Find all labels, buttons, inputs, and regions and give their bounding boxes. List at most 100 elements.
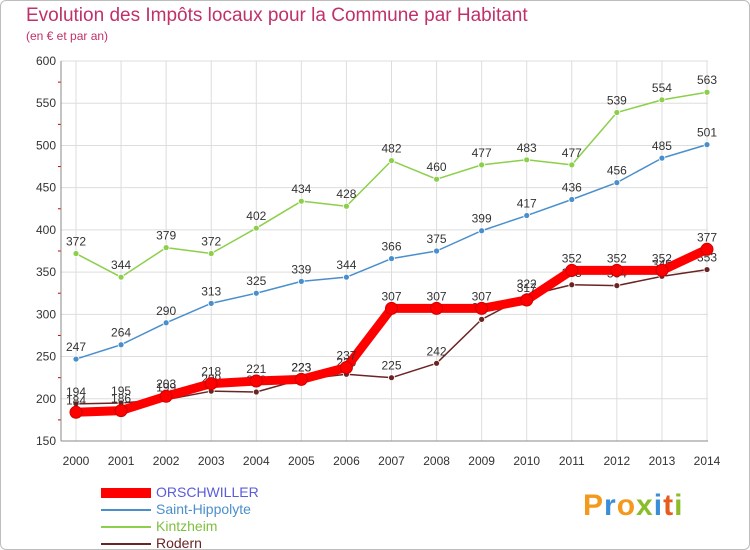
legend-swatch [101, 488, 151, 498]
data-point-saint-hippolyte [568, 196, 576, 203]
data-point-kintzheim [117, 273, 125, 281]
y-tick-label: 500 [36, 138, 56, 152]
legend-label: Saint-Hippolyte [156, 501, 251, 517]
data-label-kintzheim: 460 [427, 160, 447, 174]
logo-letter: i [674, 489, 684, 522]
x-tick-label: 2006 [333, 454, 360, 468]
data-point-kintzheim [523, 156, 531, 164]
x-tick-label: 2013 [649, 454, 676, 468]
x-tick-label: 2000 [63, 454, 90, 468]
y-tick-label: 600 [36, 54, 56, 68]
data-point-rodern [568, 281, 576, 289]
legend-label: Rodern [156, 535, 202, 550]
data-point-orschwiller [249, 374, 263, 388]
data-point-rodern [433, 359, 440, 367]
legend-label: ORSCHWILLER [156, 484, 259, 500]
data-point-kintzheim [343, 202, 350, 210]
x-tick-label: 2010 [513, 454, 540, 468]
data-label-saint-hippolyte: 325 [246, 274, 266, 288]
data-point-kintzheim [207, 250, 215, 257]
data-point-rodern [252, 388, 260, 396]
data-label-saint-hippolyte: 375 [427, 232, 447, 246]
data-point-saint-hippolyte [117, 341, 125, 349]
data-point-rodern [703, 266, 711, 273]
data-point-orschwiller [565, 263, 579, 277]
data-label-orschwiller: 307 [472, 289, 492, 303]
logo-letter: t [663, 489, 675, 522]
data-point-orschwiller [700, 242, 714, 256]
logo-letter: x [636, 489, 654, 522]
data-label-orschwiller: 184 [66, 393, 86, 407]
data-point-saint-hippolyte [162, 319, 170, 327]
data-label-saint-hippolyte: 264 [111, 326, 131, 340]
data-point-saint-hippolyte [72, 355, 80, 363]
data-point-saint-hippolyte [478, 227, 486, 235]
data-label-kintzheim: 477 [562, 146, 582, 160]
data-label-orschwiller: 218 [201, 365, 221, 379]
data-point-rodern [388, 374, 395, 382]
data-point-rodern [478, 315, 486, 323]
data-label-saint-hippolyte: 290 [156, 304, 176, 318]
data-label-saint-hippolyte: 417 [517, 197, 537, 211]
data-label-kintzheim: 372 [201, 235, 221, 249]
legend-label: Kintzheim [156, 518, 218, 534]
data-label-kintzheim: 402 [246, 209, 266, 223]
legend-swatch [101, 526, 151, 528]
data-point-kintzheim [162, 244, 170, 252]
data-label-orschwiller: 307 [381, 289, 401, 303]
data-label-orschwiller: 203 [156, 377, 176, 391]
data-label-orschwiller: 223 [291, 360, 311, 374]
data-label-kintzheim: 428 [336, 187, 356, 201]
data-point-saint-hippolyte [207, 299, 215, 307]
data-label-saint-hippolyte: 313 [201, 284, 221, 298]
x-tick-label: 2003 [198, 454, 225, 468]
data-point-orschwiller [475, 301, 489, 315]
data-label-kintzheim: 483 [517, 141, 537, 155]
data-label-orschwiller: 352 [562, 251, 582, 265]
data-point-orschwiller [385, 301, 398, 315]
legend-item-rodern: Rodern [101, 535, 361, 550]
data-label-kintzheim: 477 [472, 146, 492, 160]
data-point-kintzheim [388, 157, 395, 165]
legend-item-saint-hippolyte: Saint-Hippolyte [101, 501, 361, 519]
y-tick-label: 150 [36, 434, 56, 448]
x-tick-label: 2009 [468, 454, 495, 468]
data-point-kintzheim [433, 175, 440, 183]
data-point-kintzheim [478, 161, 486, 169]
data-label-orschwiller: 221 [246, 362, 266, 376]
data-point-orschwiller [520, 293, 534, 307]
data-label-rodern: 225 [381, 359, 401, 373]
data-point-orschwiller [114, 404, 128, 418]
x-tick-label: 2007 [378, 454, 405, 468]
data-label-orschwiller: 352 [607, 251, 627, 265]
data-label-rodern: 223 [291, 360, 311, 374]
y-tick-label: 400 [36, 223, 56, 237]
data-point-orschwiller [204, 377, 218, 391]
data-label-kintzheim: 434 [291, 182, 311, 196]
y-tick-label: 250 [36, 350, 56, 364]
data-label-rodern: 242 [427, 344, 447, 358]
data-point-saint-hippolyte [613, 179, 621, 187]
data-point-saint-hippolyte [658, 154, 666, 162]
data-point-orschwiller [655, 263, 669, 277]
data-point-kintzheim [703, 88, 711, 96]
data-label-saint-hippolyte: 344 [336, 258, 356, 272]
logo-letter: r [604, 489, 617, 522]
data-label-orschwiller: 237 [336, 349, 356, 363]
data-point-orschwiller [610, 263, 624, 277]
data-label-rodern: 195 [111, 384, 131, 398]
data-label-orschwiller: 352 [652, 251, 672, 265]
data-label-saint-hippolyte: 456 [607, 164, 627, 178]
chart-subtitle: (en € et par an) [26, 29, 109, 43]
data-point-orschwiller [339, 361, 353, 375]
legend-swatch [101, 543, 151, 545]
x-tick-label: 2014 [694, 454, 721, 468]
data-point-saint-hippolyte [433, 247, 440, 255]
data-point-kintzheim [613, 109, 621, 116]
data-label-saint-hippolyte: 339 [291, 262, 311, 276]
data-label-rodern: 194 [66, 385, 86, 399]
data-label-saint-hippolyte: 436 [562, 180, 582, 194]
chart-title: Evolution des Impôts locaux pour la Comm… [26, 5, 528, 26]
data-point-saint-hippolyte [297, 277, 305, 285]
proxiti-logo: Proxiti [583, 489, 683, 523]
